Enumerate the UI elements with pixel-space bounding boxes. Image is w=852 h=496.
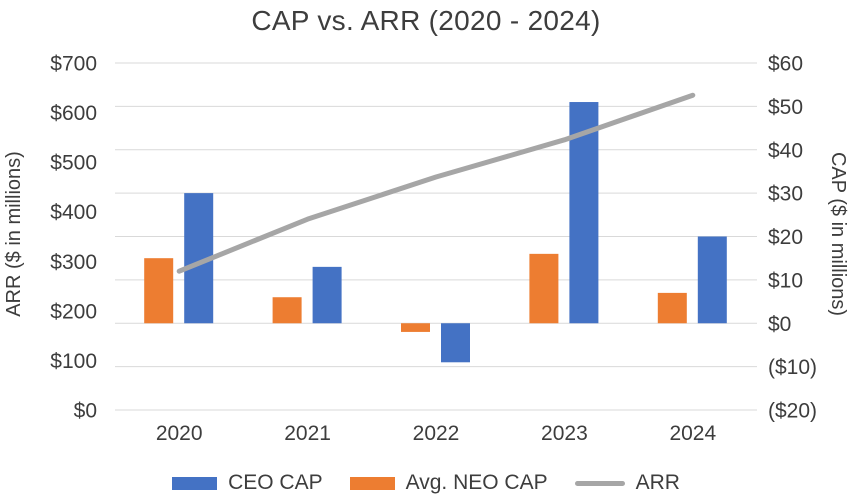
left-axis-title: ARR ($ in millions) <box>3 151 25 317</box>
right-axis-tick-label: $0 <box>768 313 791 336</box>
x-axis-category-label: 2020 <box>156 422 203 445</box>
chart-title: CAP vs. ARR (2020 - 2024) <box>251 5 601 36</box>
chart-legend: CEO CAP Avg. NEO CAP ARR <box>0 470 852 496</box>
bar-avg-neo-cap-2021 <box>272 297 302 324</box>
legend-label-arr: ARR <box>635 471 680 494</box>
left-axis-tick-label: $700 <box>50 53 97 76</box>
bar-avg-neo-cap-2023 <box>529 253 559 324</box>
left-axis-tick-label: $0 <box>74 400 97 423</box>
bar-ceo-cap-2022 <box>441 323 470 363</box>
left-axis-tick-label: $400 <box>50 201 97 224</box>
x-axis-category-label: 2023 <box>541 422 588 445</box>
right-axis-tick-label: ($20) <box>768 400 817 423</box>
right-axis-tick-label: $10 <box>768 269 803 292</box>
bar-avg-neo-cap-2022 <box>401 323 430 332</box>
legend-swatch-avg-neo-cap <box>349 476 395 490</box>
left-axis-tick-label: $200 <box>50 300 97 323</box>
legend-label-avg-neo-cap: Avg. NEO CAP <box>405 471 548 494</box>
right-axis-title: CAP ($ in millions) <box>827 151 849 317</box>
right-axis-tick-label: $60 <box>768 53 803 76</box>
right-axis-tick-label: $50 <box>768 96 803 119</box>
right-axis-tick-label: $20 <box>768 226 803 249</box>
legend-item-ceo-cap: CEO CAP <box>172 471 323 495</box>
left-axis-tick-label: $100 <box>50 350 97 373</box>
left-axis-tick-label: $300 <box>50 251 97 274</box>
right-axis-tick-label: ($10) <box>768 356 817 379</box>
left-axis-tick-label: $500 <box>50 152 97 175</box>
line-arr <box>176 92 696 274</box>
x-axis-category-label: 2024 <box>669 422 716 445</box>
bar-ceo-cap-2021 <box>312 266 342 324</box>
legend-swatch-ceo-cap <box>172 476 218 490</box>
x-axis-category-label: 2022 <box>413 422 460 445</box>
right-axis-tick-label: $40 <box>768 139 803 162</box>
bar-avg-neo-cap-2020 <box>144 258 174 324</box>
legend-item-avg-neo-cap: Avg. NEO CAP <box>349 471 548 495</box>
bar-ceo-cap-2024 <box>697 236 727 324</box>
legend-swatch-arr-line <box>574 480 625 486</box>
bar-avg-neo-cap-2024 <box>657 292 687 324</box>
x-axis-category-label: 2021 <box>284 422 331 445</box>
left-axis-tick-label: $600 <box>50 102 97 125</box>
legend-item-arr: ARR <box>574 471 680 495</box>
legend-label-ceo-cap: CEO CAP <box>228 471 323 494</box>
right-axis-tick-label: $30 <box>768 183 803 206</box>
